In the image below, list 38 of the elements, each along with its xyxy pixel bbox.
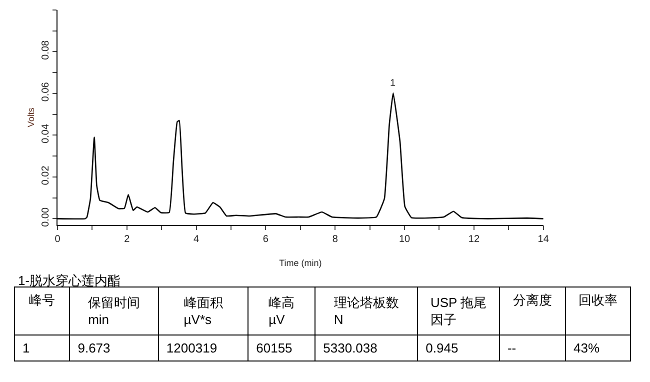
text: USP 拖尾 — [430, 294, 487, 310]
text: 1200319 — [166, 340, 218, 356]
x-axis-title: Time (min) — [279, 258, 322, 268]
x-tick-label: 14 — [538, 234, 550, 245]
y-tick-label: 0.08 — [40, 40, 52, 60]
x-tick-label: 2 — [124, 234, 130, 245]
text: 回收率 — [578, 292, 618, 308]
text: 因子 — [430, 312, 456, 327]
text: µV — [268, 312, 286, 327]
text: 1-脱水穿心莲内酯 — [18, 273, 121, 288]
text: N — [334, 312, 344, 327]
text: 9.673 — [78, 340, 110, 356]
y-tick-label: 0.00 — [40, 207, 52, 227]
text: 峰面积 — [184, 294, 223, 310]
annotation: 1 — [390, 78, 396, 89]
x-tick-label: 0 — [54, 234, 61, 245]
y-tick-label: 0.02 — [40, 165, 52, 186]
x-tick-label: 12 — [468, 234, 480, 245]
x-tick-label: 10 — [398, 234, 411, 245]
text: -- — [507, 340, 516, 356]
text: min — [88, 312, 110, 327]
x-tick-label: 8 — [332, 234, 338, 245]
text: 峰高 — [268, 294, 295, 310]
y-axis-title: Volts — [26, 107, 36, 128]
y-tick-label: 0.04 — [40, 124, 52, 144]
text: 43% — [573, 340, 600, 356]
text: 理论塔板数 — [334, 294, 399, 310]
text: 1 — [22, 340, 30, 356]
text: 保留时间 — [88, 294, 140, 310]
text: 峰号 — [29, 292, 56, 308]
x-tick-label: 4 — [194, 234, 200, 245]
text: 60155 — [256, 340, 292, 356]
y-tick-label: 0.06 — [40, 82, 52, 102]
x-tick-label: 6 — [262, 234, 269, 245]
text: 5330.038 — [323, 340, 378, 356]
text: 分离度 — [512, 292, 552, 308]
text: 0.945 — [426, 340, 458, 356]
text: µV*s — [184, 312, 212, 327]
